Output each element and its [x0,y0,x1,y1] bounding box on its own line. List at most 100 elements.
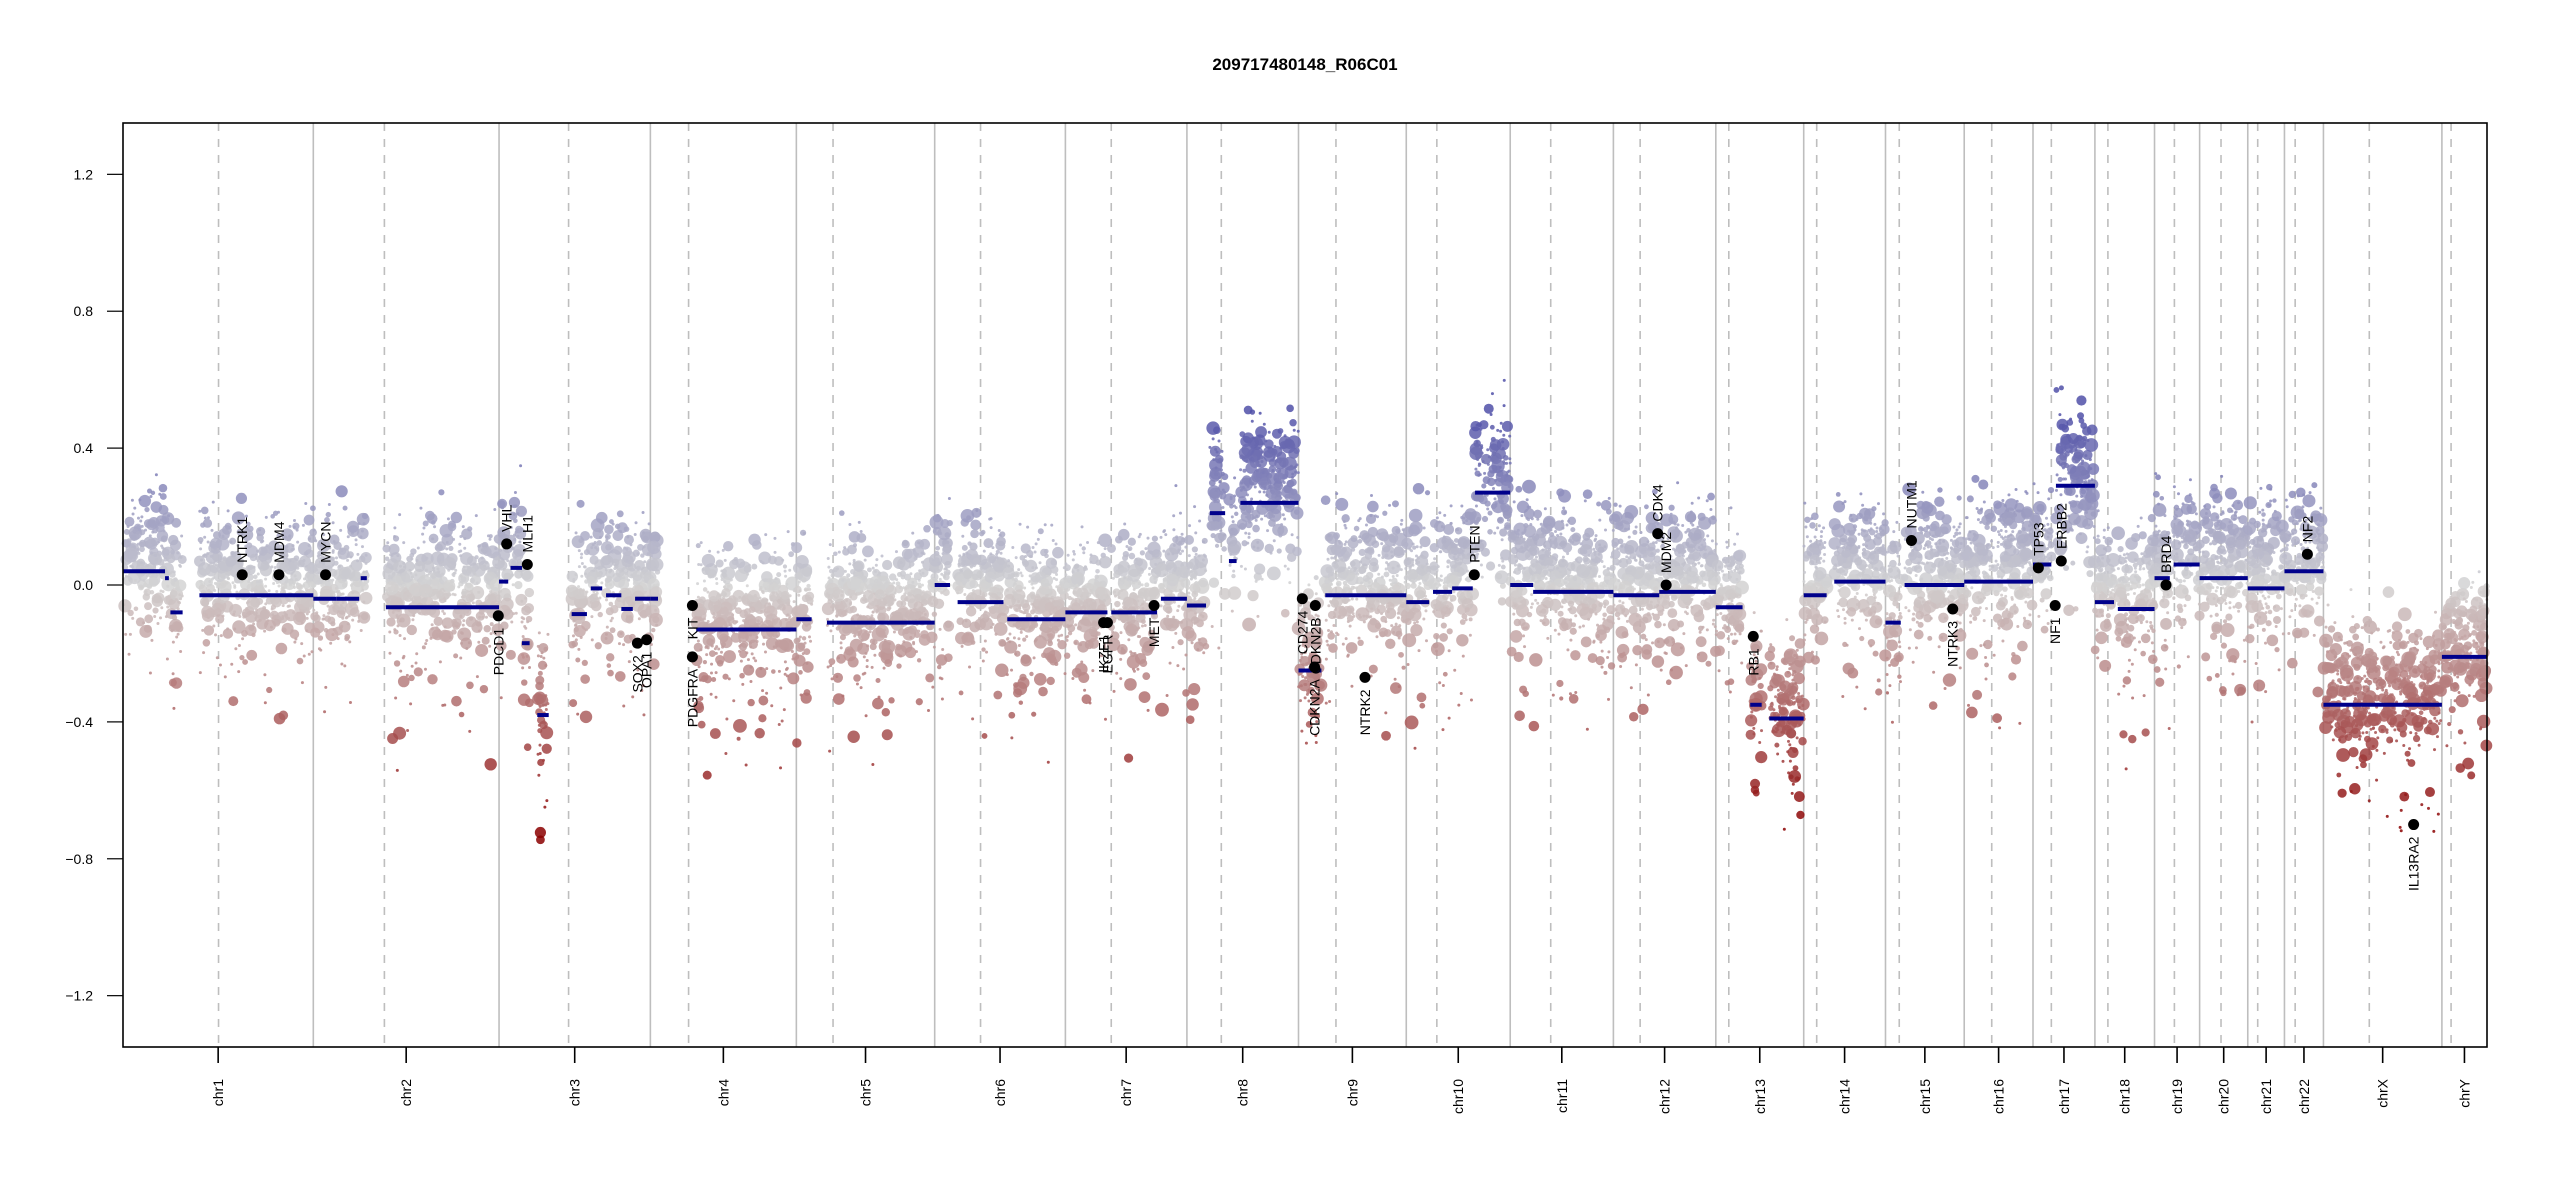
probe-point [1245,504,1255,514]
probe-point [626,535,630,539]
probe-point [1022,611,1026,615]
probe-point [1286,479,1294,488]
probe-point [919,568,929,578]
probe-point [443,579,456,592]
probe-point [801,577,807,583]
probe-point [769,591,780,602]
probe-point [1039,622,1049,632]
probe-point [806,583,811,589]
probe-point [479,562,483,566]
probe-point [139,519,143,523]
probe-point [1071,571,1085,586]
probe-point [1487,510,1493,516]
probe-point [426,513,438,524]
probe-point [168,598,180,610]
probe-point [484,758,497,771]
probe-point [1283,434,1287,438]
probe-point [1353,525,1360,532]
probe-point [177,554,187,564]
probe-point [336,637,340,641]
probe-point [721,588,731,598]
probe-point [520,599,524,603]
probe-point [899,609,903,613]
probe-point [1346,615,1354,622]
probe-point [1013,604,1022,613]
probe-point [702,587,708,592]
probe-point [713,647,717,651]
probe-point [846,573,851,578]
probe-point [224,522,232,530]
probe-point [326,556,332,562]
probe-point [729,578,733,582]
probe-point [1266,566,1281,581]
probe-point [784,574,788,578]
probe-point [486,566,490,570]
probe-point [883,601,887,605]
probe-point [939,532,943,536]
probe-point [402,583,406,587]
probe-point [522,637,527,643]
probe-point [325,511,331,518]
probe-point [1214,543,1220,548]
probe-point [538,642,549,653]
probe-point [284,579,288,583]
probe-point [213,607,222,616]
probe-point [245,521,251,527]
probe-point [1250,497,1254,501]
probe-point [1328,699,1332,703]
probe-point [954,585,964,595]
probe-point [264,602,268,606]
probe-point [233,627,237,631]
probe-point [1321,582,1331,593]
probe-point [468,594,476,601]
probe-point [847,576,861,591]
probe-point [528,665,532,669]
probe-point [1399,522,1403,526]
probe-point [1360,556,1371,567]
probe-point [781,558,785,562]
probe-point [537,773,541,777]
probe-point [1301,674,1305,678]
probe-point [442,612,446,616]
probe-point [758,695,769,706]
probe-point [1010,668,1014,672]
probe-point [853,561,864,572]
probe-point [1177,639,1184,646]
probe-point [1266,529,1270,533]
probe-point [935,545,941,551]
probe-point [138,494,152,508]
probe-point [387,733,399,745]
probe-point [1025,599,1029,603]
probe-point [500,621,509,630]
probe-point [1123,596,1134,608]
probe-point [459,615,463,619]
probe-point [1345,642,1358,654]
probe-point [1182,667,1186,671]
probe-point [421,532,425,536]
probe-point [1377,553,1381,557]
probe-point [1056,638,1060,642]
probe-point [582,565,586,569]
probe-point [144,590,148,594]
probe-point [1151,535,1159,542]
probe-point [179,650,183,654]
probe-point [463,546,467,550]
probe-point [777,584,781,588]
probe-point [202,609,206,613]
probe-point [340,624,344,628]
probe-point [716,659,724,667]
probe-point [1450,542,1457,549]
probe-point [291,544,295,548]
probe-point [1090,583,1094,587]
probe-point [931,685,935,689]
probe-point [776,572,782,578]
probe-point [233,584,237,588]
probe-point [808,587,812,591]
probe-point [720,578,724,582]
probe-point [1245,462,1257,474]
probe-point [445,547,449,551]
probe-point [388,543,400,555]
probe-point [1171,552,1175,556]
probe-point [1248,476,1259,486]
probe-point [1372,565,1378,572]
